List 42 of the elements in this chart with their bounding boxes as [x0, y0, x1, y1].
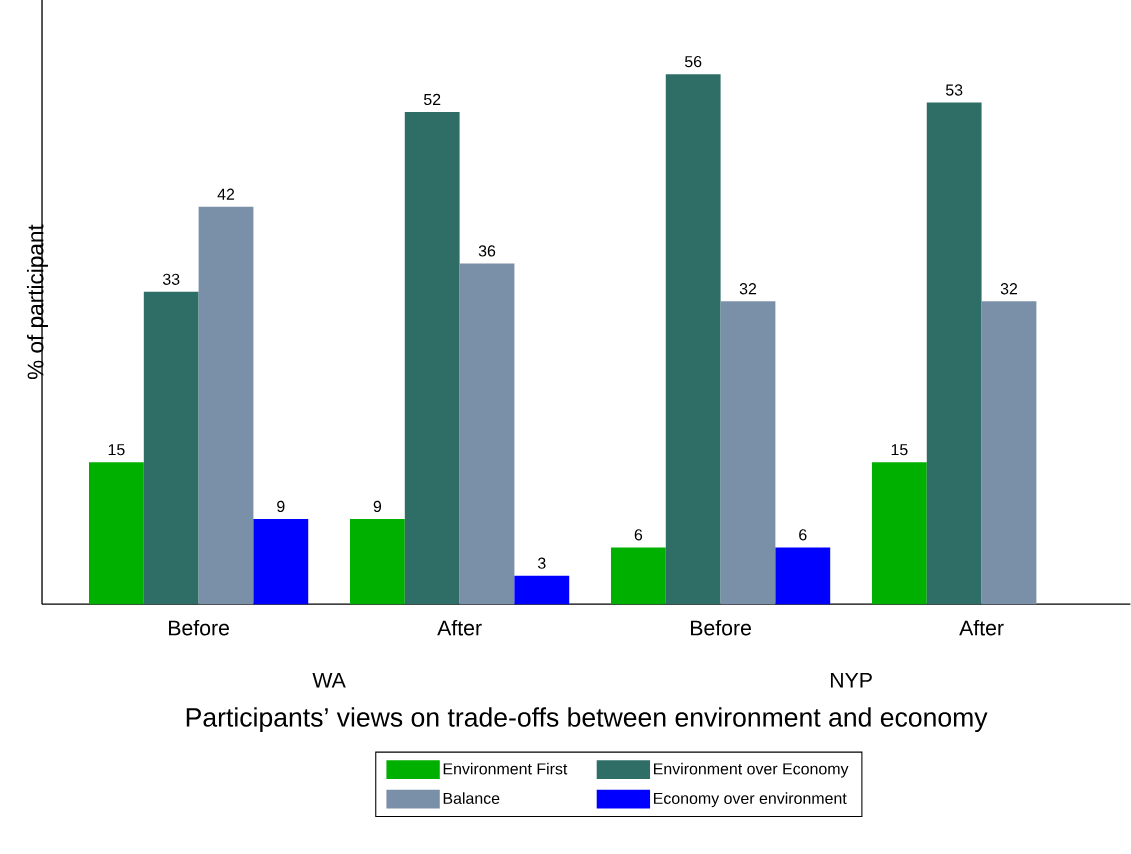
bar — [775, 547, 831, 605]
data-label: 42 — [217, 188, 235, 200]
data-label: 56 — [684, 56, 702, 68]
data-label: 3 — [537, 557, 546, 570]
data-label: 36 — [478, 245, 496, 257]
data-label: 15 — [891, 444, 908, 456]
bar — [143, 292, 199, 605]
data-label: 53 — [945, 84, 963, 96]
data-label: 15 — [108, 444, 125, 456]
x-tick-label: Before — [691, 620, 751, 636]
text: WA — [312, 673, 346, 688]
bar — [514, 575, 570, 605]
data-label: 9 — [373, 500, 382, 513]
x-tick-label: After — [437, 620, 482, 636]
legend-label: Environment First — [443, 763, 568, 775]
data-label: 6 — [634, 529, 643, 541]
x-tick-label: After — [959, 620, 1004, 636]
data-label: 52 — [423, 94, 441, 106]
data-label: 6 — [799, 529, 807, 541]
bar — [926, 102, 982, 605]
x-tick-label: Before — [169, 620, 229, 636]
data-label: 33 — [162, 273, 180, 286]
bar — [459, 263, 515, 605]
data-label: 9 — [277, 500, 285, 513]
data-label: 32 — [1000, 283, 1018, 295]
legend-label: Economy over environment — [654, 792, 847, 808]
bar — [253, 519, 309, 605]
bar — [349, 519, 405, 605]
legend-label: Balance — [443, 792, 500, 805]
bar — [610, 547, 666, 605]
bar — [981, 301, 1037, 605]
bar — [720, 301, 776, 605]
bar — [404, 112, 460, 605]
y-axis-title: % of participant — [26, 224, 48, 380]
data-label: 32 — [739, 283, 757, 295]
legend-label: Environment over Economy — [654, 763, 849, 778]
bar — [871, 462, 927, 605]
bar — [198, 206, 254, 605]
bar — [665, 74, 721, 605]
text: NYP — [830, 673, 872, 688]
bar — [88, 462, 144, 605]
x-axis-title: Participants’ views on trade-offs between environment and economy — [186, 707, 988, 733]
